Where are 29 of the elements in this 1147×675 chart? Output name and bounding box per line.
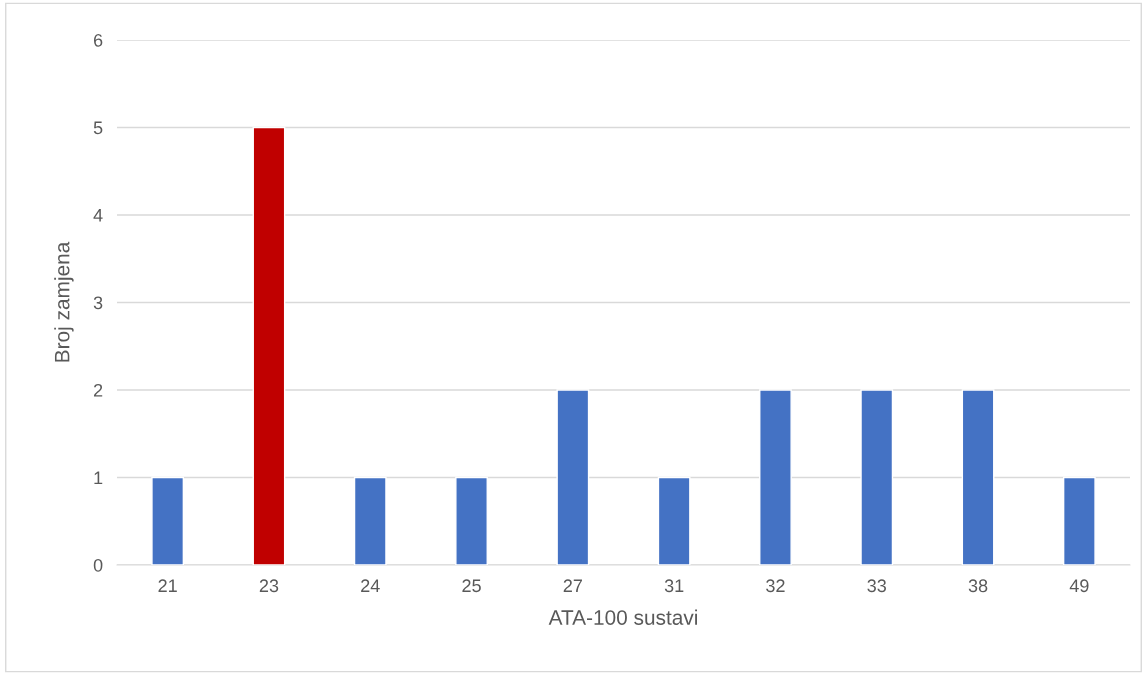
- y-tick-label: 5: [93, 121, 103, 135]
- y-tick-label: 4: [93, 209, 103, 222]
- bar: [860, 389, 894, 565]
- bar: [961, 389, 995, 565]
- x-tick-label: 32: [766, 579, 785, 593]
- x-tick-label: 27: [563, 579, 582, 592]
- x-tick-label: 49: [1069, 579, 1089, 593]
- bar: [151, 476, 185, 565]
- x-tick-label: 25: [462, 579, 481, 593]
- bar: [353, 476, 387, 565]
- y-axis-title: Broj zamjena: [54, 241, 74, 362]
- y-tick-label: 0: [93, 558, 103, 572]
- bar: [1062, 476, 1096, 565]
- y-tick-label: 3: [93, 296, 103, 310]
- y-tick-label: 1: [94, 471, 103, 485]
- bar: [252, 126, 286, 565]
- x-tick-label: 24: [361, 579, 380, 592]
- bar: [455, 476, 488, 565]
- x-tick-label: 23: [259, 579, 279, 593]
- y-tick-label: 6: [93, 33, 103, 47]
- bar: [759, 389, 792, 565]
- bar: [657, 476, 691, 565]
- x-tick-label: 38: [968, 579, 988, 593]
- bar: [556, 389, 590, 565]
- y-tick-label: 2: [93, 383, 103, 397]
- x-axis-title: ATA-100 sustavi: [548, 609, 697, 625]
- x-tick-label: 33: [867, 579, 886, 593]
- x-tick-label: 21: [158, 579, 177, 592]
- x-tick-label: 31: [664, 579, 684, 593]
